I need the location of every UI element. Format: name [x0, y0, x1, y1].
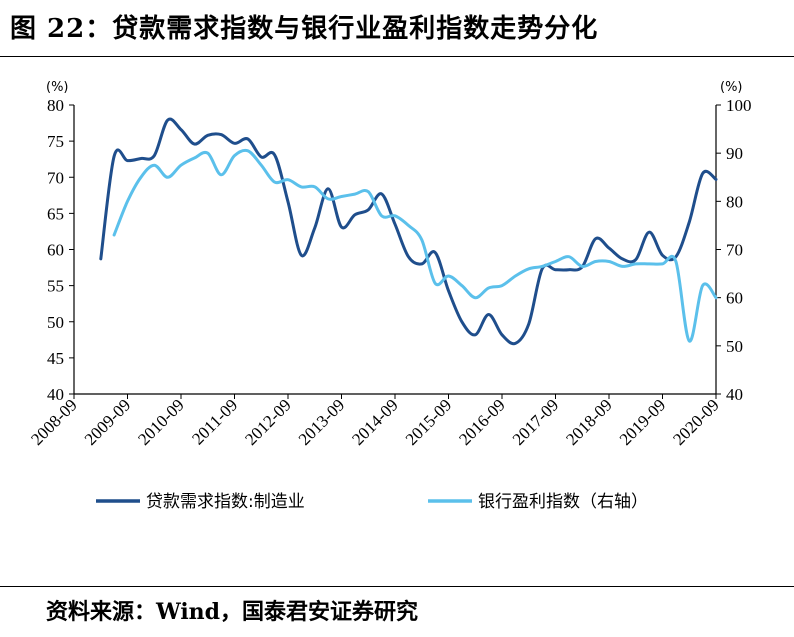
y-left-tick-label: 55 — [47, 277, 64, 296]
x-tick-label: 2015-09 — [402, 395, 456, 449]
x-tick-label: 2019-09 — [616, 395, 670, 449]
y-left-tick-label: 60 — [47, 241, 64, 260]
x-tick-label: 2017-09 — [509, 395, 563, 449]
top-rule — [0, 56, 794, 57]
x-tick-label: 2018-09 — [562, 395, 616, 449]
x-tick-label: 2016-09 — [455, 395, 509, 449]
y-left-unit: (%) — [46, 80, 69, 95]
y-left-tick-label: 70 — [47, 168, 64, 187]
y-left-tick-label: 75 — [47, 132, 64, 151]
x-tick-label: 2020-09 — [669, 395, 723, 449]
y-right-unit: (%) — [720, 80, 743, 95]
chart-lines — [99, 117, 718, 346]
y-right-tick-label: 70 — [726, 241, 743, 260]
legend-loan-demand-label: 贷款需求指数:制造业 — [146, 492, 305, 512]
legend-bank-profit-label: 银行盈利指数（右轴） — [478, 492, 648, 512]
series-line-bank-profit — [112, 148, 718, 343]
chart-legend: 贷款需求指数:制造业 银行盈利指数（右轴） — [96, 492, 648, 512]
bottom-rule — [0, 586, 794, 587]
y-right-tick-label: 40 — [726, 385, 743, 404]
y-left-tick-label: 45 — [47, 349, 64, 368]
y-left-tick-label: 65 — [47, 204, 64, 223]
x-tick-label: 2009-09 — [81, 395, 135, 449]
y-right-tick-label: 100 — [726, 96, 752, 115]
y-left-tick-label: 50 — [47, 313, 64, 332]
y-right-tick-label: 90 — [726, 144, 743, 163]
x-tick-label: 2010-09 — [134, 395, 188, 449]
x-tick-label: 2013-09 — [295, 395, 349, 449]
source-note: 资料来源：Wind，国泰君安证券研究 — [46, 599, 419, 625]
x-tick-label: 2014-09 — [348, 395, 402, 449]
x-tick-label: 2011-09 — [188, 395, 241, 448]
y-right-tick-label: 50 — [726, 337, 743, 356]
y-right-tick-label: 80 — [726, 192, 743, 211]
series-line-loan-demand — [99, 117, 718, 346]
figure-title: 图 22：贷款需求指数与银行业盈利指数走势分化 — [10, 14, 599, 44]
y-left-tick-label: 40 — [47, 385, 64, 404]
y-right-tick-label: 60 — [726, 289, 743, 308]
y-left-tick-label: 80 — [47, 96, 64, 115]
x-tick-label: 2012-09 — [241, 395, 295, 449]
